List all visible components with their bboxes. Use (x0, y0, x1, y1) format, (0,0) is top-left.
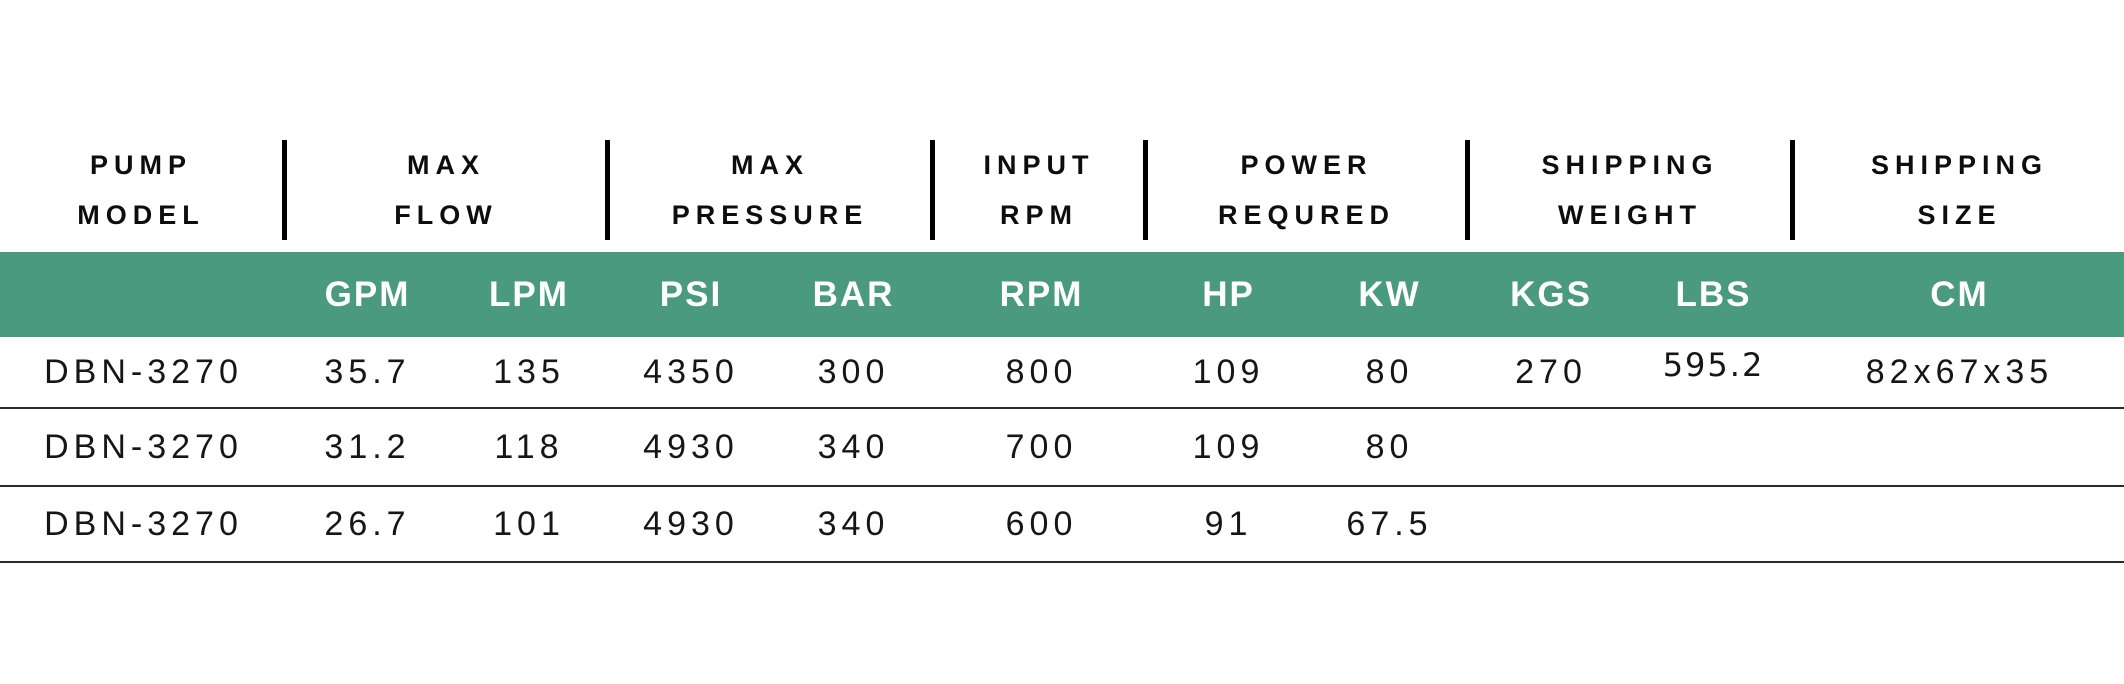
table-row: DBN-3270 26.7 101 4930 340 600 91 67.5 (0, 487, 2124, 563)
unit-lpm: LPM (489, 274, 569, 314)
group-header-line: REQURED (1217, 200, 1395, 230)
cell-lpm: 101 (493, 504, 565, 543)
group-header-max-flow: MAX FLOW (287, 140, 610, 240)
cell-lpm: 118 (494, 427, 564, 466)
table-units-row: GPM LPM PSI BAR RPM HP KW KGS LBS CM (0, 252, 2124, 337)
cell-gpm: 35.7 (324, 352, 411, 391)
cell-kgs: 270 (1515, 352, 1587, 391)
group-header-pump-model: PUMP MODEL (0, 140, 287, 240)
unit-bar: BAR (812, 274, 895, 314)
cell-psi: 4930 (643, 427, 739, 466)
cell-bar: 340 (817, 427, 890, 466)
cell-model: DBN-3270 (44, 504, 243, 543)
group-header-input-rpm: INPUT RPM (935, 140, 1148, 240)
cell-psi: 4930 (643, 504, 739, 543)
group-header-line: RPM (1000, 200, 1078, 230)
cell-rpm: 800 (1005, 352, 1078, 391)
cell-model: DBN-3270 (44, 427, 243, 466)
unit-hp: HP (1202, 274, 1255, 314)
cell-gpm: 26.7 (324, 504, 411, 543)
group-header-line: MAX (407, 150, 485, 180)
spec-table: PUMP MODEL MAX FLOW MAX PRESSURE INPUT R… (0, 140, 2124, 563)
unit-psi: PSI (659, 274, 723, 314)
cell-gpm: 31.2 (324, 427, 411, 466)
unit-cm: CM (1930, 274, 1989, 314)
cell-kw: 67.5 (1346, 504, 1433, 543)
group-header-power-required: POWER REQURED (1148, 140, 1470, 240)
cell-hp: 109 (1192, 427, 1265, 466)
table-row: DBN-3270 31.2 118 4930 340 700 109 80 (0, 409, 2124, 487)
table-group-header-row: PUMP MODEL MAX FLOW MAX PRESSURE INPUT R… (0, 140, 2124, 240)
cell-model: DBN-3270 (44, 352, 243, 391)
cell-bar: 340 (817, 504, 890, 543)
unit-rpm: RPM (999, 274, 1084, 314)
cell-psi: 4350 (643, 352, 739, 391)
cell-bar: 300 (817, 352, 890, 391)
group-header-line: MAX (731, 150, 809, 180)
unit-gpm: GPM (324, 274, 411, 314)
group-header-line: WEIGHT (1558, 200, 1702, 230)
group-header-line: PUMP (89, 150, 192, 180)
unit-kgs: KGS (1510, 274, 1592, 314)
group-header-line: INPUT (983, 150, 1095, 180)
table-row: DBN-3270 35.7 135 4350 300 800 109 80 27… (0, 337, 2124, 409)
cell-kw: 80 (1365, 427, 1414, 466)
group-header-line: POWER (1240, 150, 1373, 180)
cell-kw: 80 (1365, 352, 1414, 391)
cell-rpm: 600 (1005, 504, 1078, 543)
unit-lbs: LBS (1675, 274, 1752, 314)
cell-rpm: 700 (1005, 427, 1078, 466)
unit-kw: KW (1358, 274, 1421, 314)
cell-hp: 91 (1204, 504, 1253, 543)
group-header-line: SHIPPING (1870, 150, 2049, 180)
group-header-line: PRESSURE (671, 200, 869, 230)
cell-hp: 109 (1192, 352, 1265, 391)
group-header-line: SIZE (1917, 200, 2002, 230)
group-header-shipping-weight: SHIPPING WEIGHT (1470, 140, 1795, 240)
group-header-line: FLOW (394, 200, 498, 230)
cell-lpm: 135 (493, 352, 565, 391)
cell-lbs: 595.2 (1662, 346, 1765, 384)
cell-cm: 82x67x35 (1865, 352, 2054, 391)
group-header-line: SHIPPING (1541, 150, 1719, 180)
group-header-line: MODEL (77, 200, 205, 230)
group-header-shipping-size: SHIPPING SIZE (1795, 140, 2124, 240)
group-header-max-pressure: MAX PRESSURE (610, 140, 935, 240)
